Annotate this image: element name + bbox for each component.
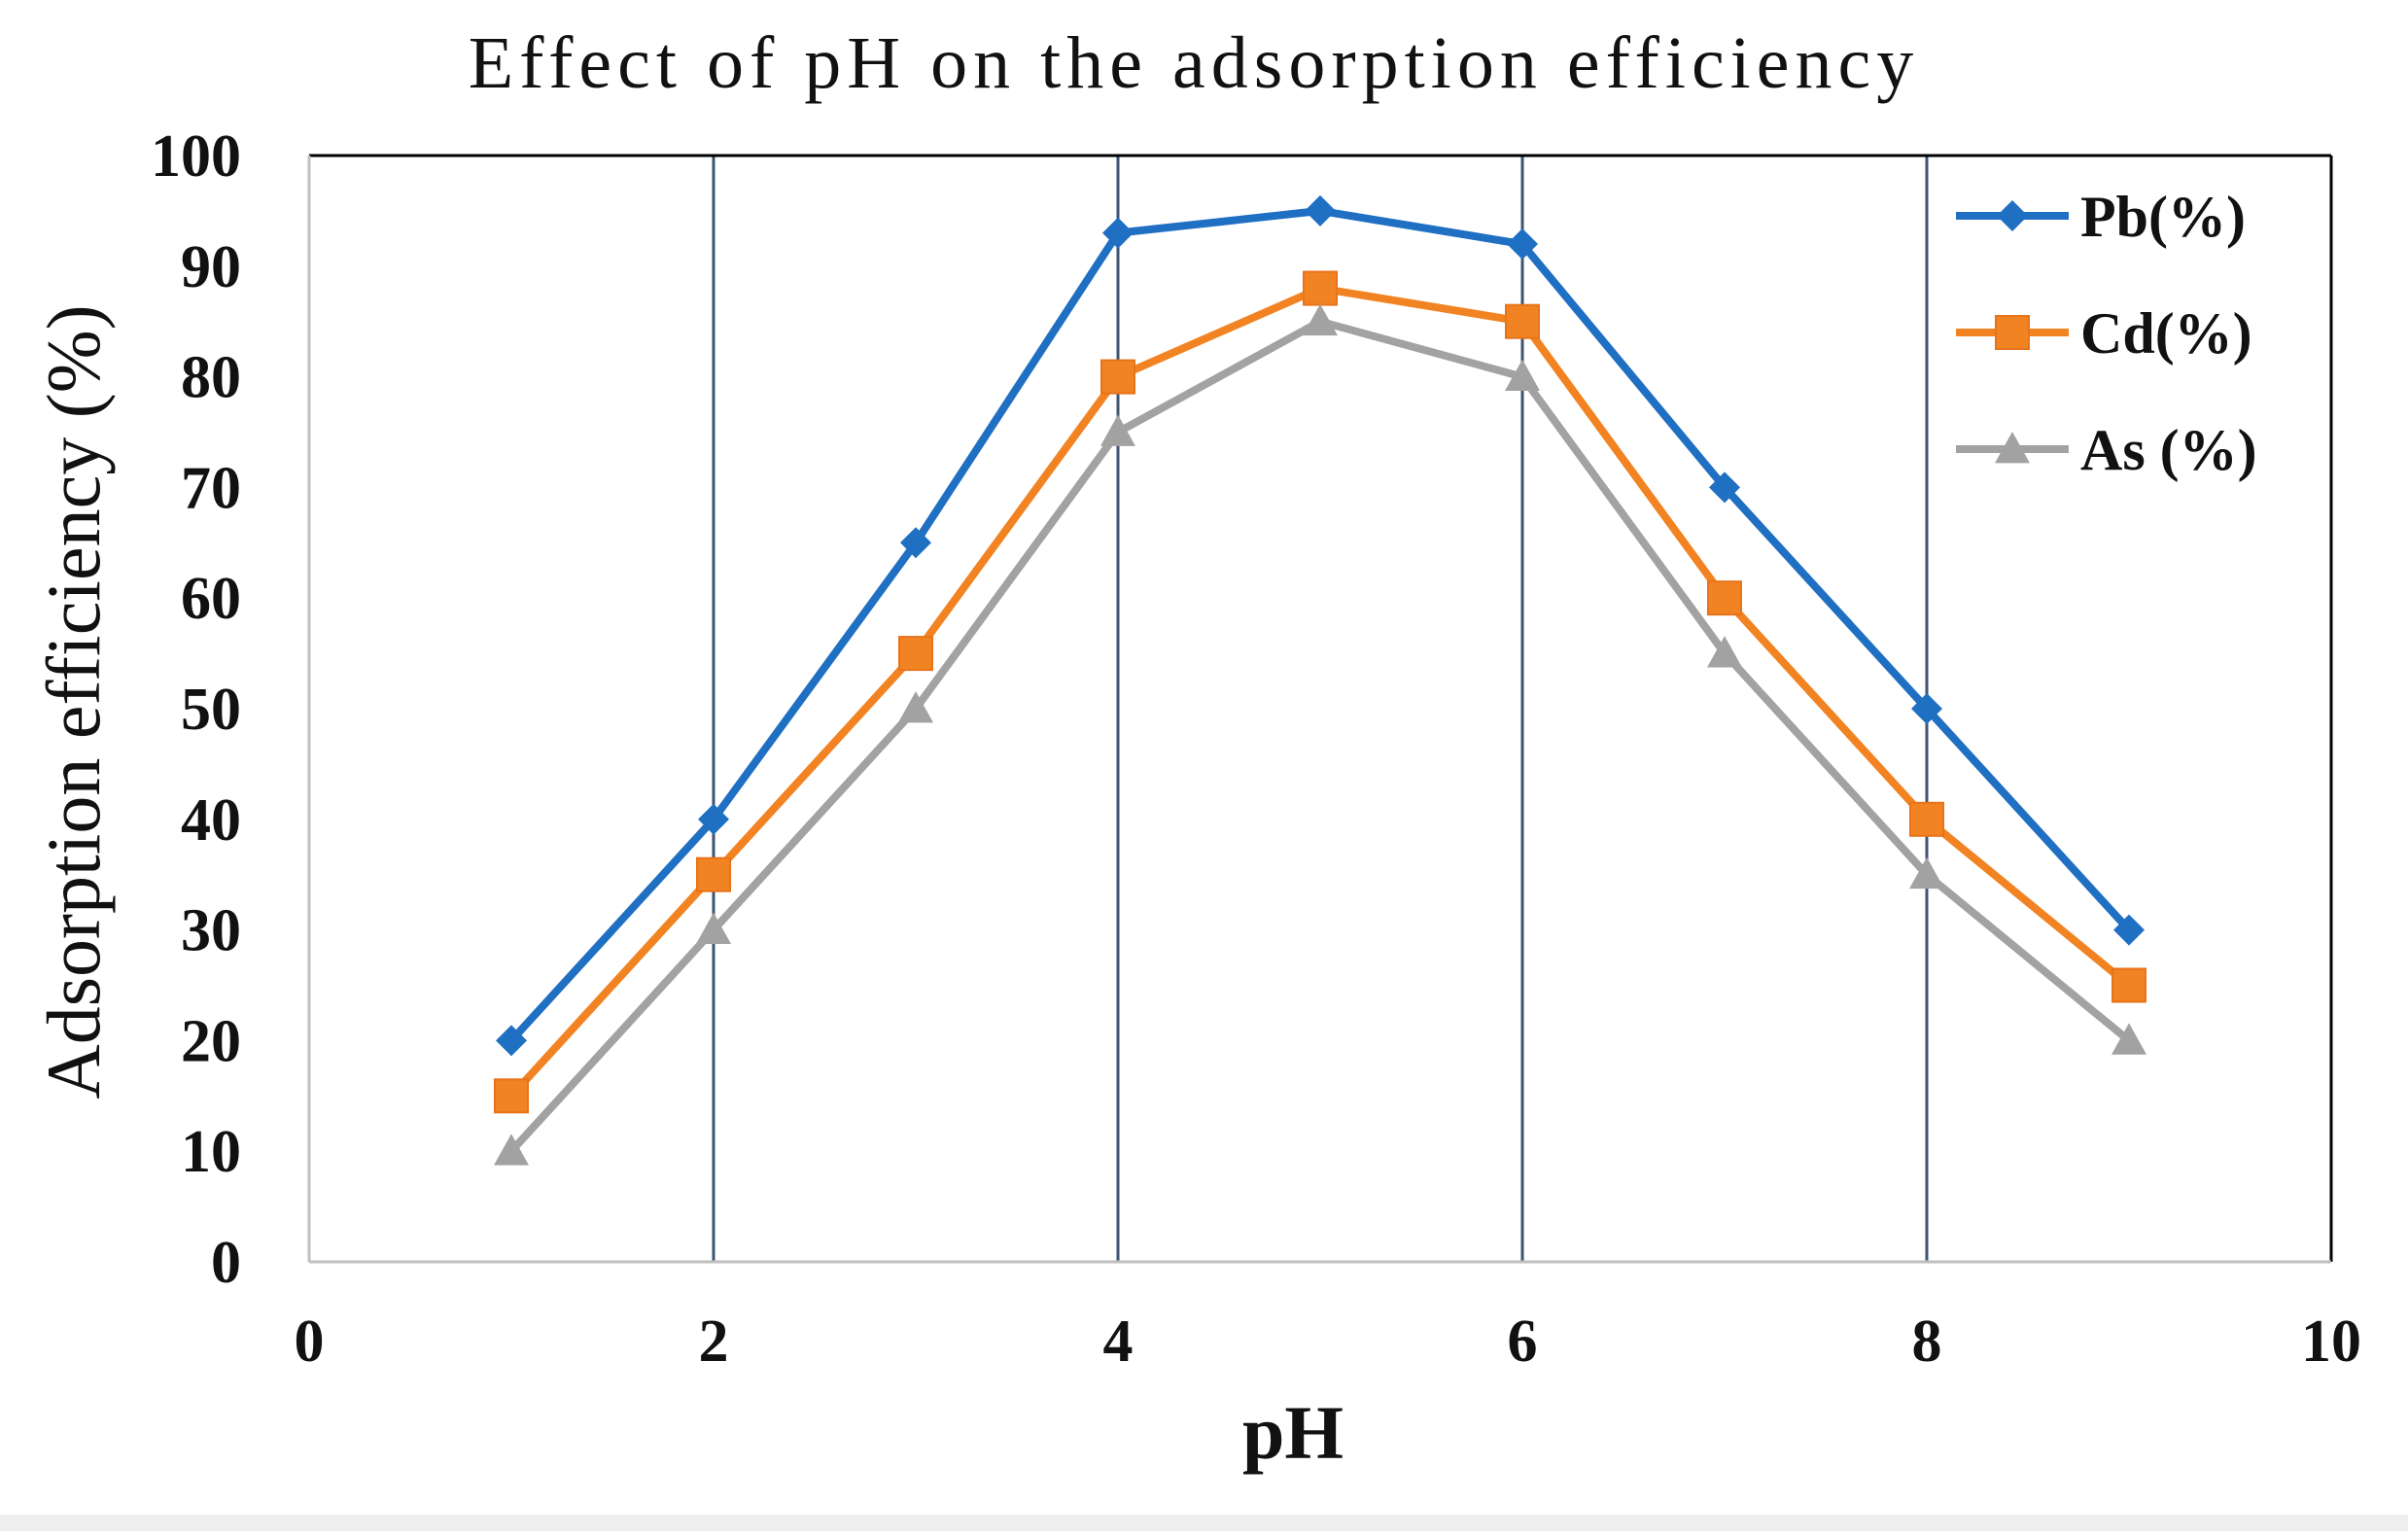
- point-cd-square-marker: [1505, 303, 1540, 339]
- y-tick-label: 50: [181, 677, 241, 743]
- y-tick-label: 0: [211, 1230, 241, 1296]
- x-tick-label: 4: [1103, 1309, 1134, 1375]
- point-pb-diamond-marker: [496, 1025, 527, 1057]
- point-as-triangle-marker: [1707, 636, 1742, 668]
- y-tick-label: 100: [151, 123, 241, 190]
- point-as-triangle-marker: [1303, 303, 1338, 336]
- y-tick-label: 40: [181, 787, 241, 854]
- point-pb-diamond-marker: [900, 527, 931, 559]
- legend-as-triangle-marker: [1995, 432, 2030, 464]
- series-line-cd: [508, 284, 2132, 1099]
- point-cd-square-marker: [898, 636, 933, 672]
- y-tick-label: 90: [181, 234, 241, 300]
- point-pb-diamond-marker: [1911, 693, 1942, 724]
- x-tick-label: 2: [699, 1309, 729, 1375]
- point-cd-square-marker: [1100, 359, 1135, 395]
- legend-pb-diamond-marker: [1997, 200, 2028, 231]
- point-as-triangle-marker: [898, 691, 933, 723]
- chart-title: Effect of pH on the adsorption efficienc…: [469, 22, 1920, 104]
- point-as-triangle-marker: [1505, 359, 1540, 391]
- point-pb-diamond-marker: [1102, 217, 1134, 249]
- point-as-triangle-marker: [696, 912, 731, 944]
- y-tick-label: 70: [181, 455, 241, 521]
- y-tick-label: 10: [181, 1119, 241, 1185]
- legend-label-as: As (%): [2080, 418, 2257, 482]
- point-pb-diamond-marker: [1305, 194, 1336, 227]
- y-tick-label: 20: [181, 1008, 241, 1074]
- point-cd-square-marker: [1303, 270, 1338, 306]
- point-pb-diamond-marker: [1709, 471, 1740, 504]
- point-as-triangle-marker: [1100, 414, 1135, 446]
- legend: Pb(%) Cd(%) As (%): [1956, 185, 2257, 482]
- y-tick-label: 80: [181, 345, 241, 411]
- legend-label-pb: Pb(%): [2080, 185, 2246, 249]
- point-as-triangle-marker: [2111, 1023, 2146, 1055]
- point-as-triangle-marker: [1909, 856, 1944, 890]
- plot-area: 0 10 20 30 40 50 60 70 80 90 100 0 2 4 6 8 10: [151, 123, 2361, 1375]
- point-pb-diamond-marker: [2113, 914, 2145, 946]
- legend-label-cd: Cd(%): [2080, 301, 2252, 366]
- point-pb-diamond-marker: [1507, 228, 1538, 261]
- point-cd-square-marker: [2111, 967, 2146, 1003]
- x-tick-label: 8: [1912, 1309, 1942, 1375]
- x-tick-label: 6: [1508, 1309, 1538, 1375]
- y-tick-label: 30: [181, 898, 241, 964]
- bottom-divider: [0, 1515, 2408, 1531]
- y-axis-label: Adsorption efficiency (%): [31, 304, 116, 1099]
- x-axis-label: pH: [1242, 1390, 1344, 1475]
- x-tick-label: 0: [295, 1309, 325, 1375]
- point-cd-square-marker: [1707, 580, 1742, 616]
- point-as-triangle-marker: [494, 1134, 529, 1166]
- legend-cd-square-marker: [1995, 315, 2030, 350]
- y-tick-label: 60: [181, 566, 241, 632]
- x-tick-label: 10: [2301, 1309, 2361, 1375]
- point-cd-square-marker: [1909, 801, 1944, 837]
- series-line-as: [508, 317, 2132, 1154]
- point-cd-square-marker: [696, 856, 731, 892]
- point-pb-diamond-marker: [698, 803, 729, 835]
- point-cd-square-marker: [494, 1078, 529, 1114]
